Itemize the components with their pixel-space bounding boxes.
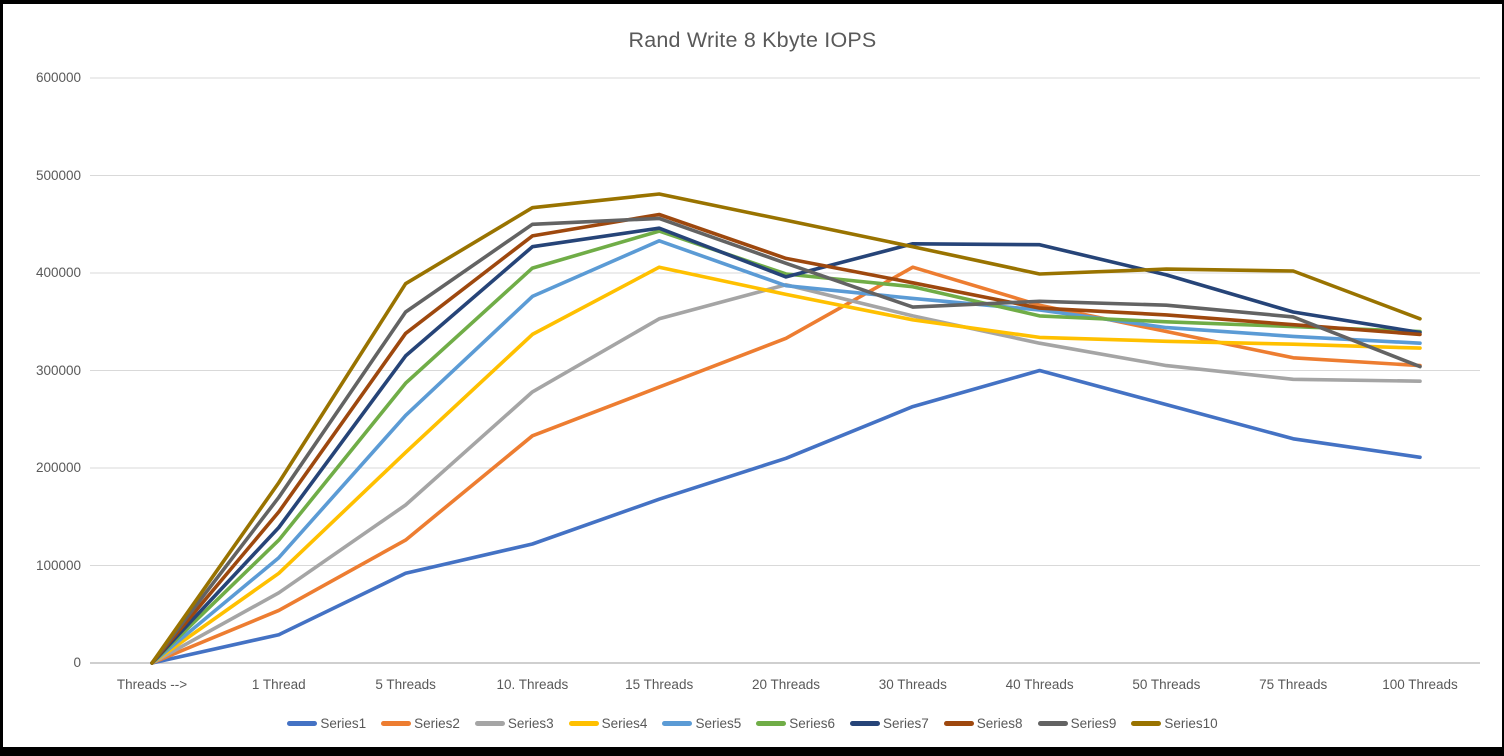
x-axis-label: 1 Thread <box>251 677 306 692</box>
legend-label: Series5 <box>695 716 742 731</box>
y-axis-label: 600000 <box>35 70 81 85</box>
legend-item-Series7: Series7 <box>850 716 929 731</box>
legend-swatch-icon <box>1037 721 1068 726</box>
legend-label: Series4 <box>601 716 648 731</box>
series-line-Series4 <box>150 265 1422 665</box>
x-axis-label: 5 Threads <box>375 677 436 692</box>
y-axis-label: 100000 <box>35 557 81 573</box>
y-axis-label: 200000 <box>35 460 81 475</box>
series-line-Series8 <box>150 212 1422 665</box>
x-axis-label: 30 Threads <box>878 677 947 692</box>
x-axis-label: 20 Threads <box>751 677 821 692</box>
legend-item-Series10: Series10 <box>1131 716 1218 731</box>
plot-area <box>90 77 1480 665</box>
series-line-Series1 <box>150 368 1422 665</box>
legend-swatch-icon <box>568 721 599 726</box>
legend-label: Series8 <box>976 716 1023 731</box>
legend-swatch-icon <box>943 721 974 726</box>
legend-swatch-icon <box>287 721 318 726</box>
legend-swatch-icon <box>756 721 787 726</box>
x-axis-label: 100 Threads <box>1382 677 1458 692</box>
x-axis-label: 50 Threads <box>1132 677 1201 692</box>
legend-item-Series1: Series1 <box>287 716 366 731</box>
legend-label: Series3 <box>507 716 554 731</box>
x-axis-label: 40 Threads <box>1005 677 1074 692</box>
series-line-Series6 <box>150 229 1422 665</box>
legend-swatch-icon <box>1131 721 1162 726</box>
chart-canvas: Rand Write 8 Kbyte IOPS 0 100000 200000 300… <box>3 4 1502 747</box>
legend-item-Series2: Series2 <box>381 716 460 731</box>
y-axis-label: 300000 <box>35 362 81 378</box>
legend-label: Series1 <box>320 716 367 731</box>
legend-item-Series3: Series3 <box>474 716 554 731</box>
legend-label: Series10 <box>1164 716 1218 731</box>
legend-item-Series5: Series5 <box>662 716 741 731</box>
x-axis-label: Threads --> <box>116 677 188 692</box>
y-axis-label: 0 <box>73 655 81 670</box>
series-line-Series5 <box>150 239 1422 665</box>
legend-item-Series8: Series8 <box>943 716 1023 731</box>
legend: Series1 Series2 Series3 Series4 Series5 Serie… <box>3 716 1502 731</box>
chart-title: Rand Write 8 Kbyte IOPS <box>628 28 877 52</box>
legend-swatch-icon <box>850 721 881 726</box>
legend-swatch-icon <box>381 721 412 726</box>
legend-item-Series4: Series4 <box>568 716 648 731</box>
y-axis-label: 500000 <box>35 167 81 183</box>
series-line-Series10 <box>150 192 1422 665</box>
series-line-Series7 <box>150 226 1422 665</box>
legend-label: Series2 <box>414 716 460 731</box>
legend-label: Series6 <box>789 716 836 731</box>
x-axis-label: 15 Threads <box>625 677 694 692</box>
legend-label: Series7 <box>883 716 929 731</box>
legend-swatch-icon <box>474 721 505 726</box>
y-axis-label: 400000 <box>35 265 81 280</box>
series-line-Series2 <box>150 265 1422 665</box>
legend-label: Series9 <box>1070 716 1117 731</box>
legend-item-Series9: Series9 <box>1037 716 1117 731</box>
x-axis-label: 10. Threads <box>496 677 569 692</box>
series-line-Series9 <box>150 216 1422 665</box>
legend-swatch-icon <box>662 721 693 726</box>
legend-item-Series6: Series6 <box>756 716 835 731</box>
x-axis-label: 75 Threads <box>1259 677 1328 692</box>
